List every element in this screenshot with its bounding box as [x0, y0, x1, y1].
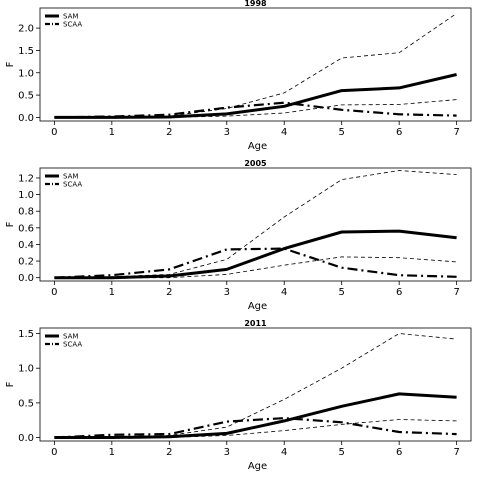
x-tick-label: 2	[166, 127, 172, 138]
plot-frame	[39, 327, 472, 442]
interval-line-3	[54, 99, 457, 118]
x-tick-label: 5	[339, 127, 345, 138]
series-line-sam	[54, 73, 457, 119]
x-tick-label: 1	[109, 447, 115, 458]
x-tick-label: 3	[224, 287, 230, 298]
y-axis-label: F	[5, 61, 16, 67]
x-tick-label: 3	[224, 127, 230, 138]
y-tick-label: 1.0	[18, 190, 34, 201]
y-tick-label: 0.8	[18, 207, 34, 218]
y-tick-label: 1.2	[18, 173, 34, 184]
y-tick-label: 1.0	[18, 364, 34, 375]
y-tick-label: 0.0	[18, 273, 34, 284]
interval-line-2	[54, 333, 457, 438]
y-axis-label: F	[5, 381, 16, 387]
x-tick-label: 5	[339, 447, 345, 458]
interval-line-3	[54, 256, 457, 279]
x-axis-label: Age	[248, 461, 267, 472]
interval-line-2	[54, 13, 457, 118]
x-tick-label: 0	[51, 287, 57, 298]
y-tick-label: 0.0	[18, 433, 34, 444]
x-tick-label: 0	[51, 447, 57, 458]
plot-frame	[39, 7, 472, 122]
interval-line-2	[54, 170, 457, 279]
y-tick-label: 0.4	[18, 240, 34, 251]
series-line-scaa	[54, 417, 457, 439]
x-tick-label: 7	[453, 127, 459, 138]
legend-label: SAM	[63, 173, 78, 181]
y-tick-label: 0.5	[18, 398, 34, 409]
y-tick-label: 0.2	[18, 257, 34, 268]
x-tick-label: 3	[224, 447, 230, 458]
x-tick-label: 1	[109, 287, 115, 298]
legend-label: SCAA	[63, 341, 82, 349]
series-line-scaa	[54, 101, 457, 119]
y-tick-label: 0.6	[18, 223, 34, 234]
series-line-scaa	[54, 247, 457, 279]
panel-2005: 2005 0 1 2 3 4 5 6 7 0.0 0.2 0.4 0.6 0.8 1.0 1.2 Age F SAM…	[5, 159, 472, 312]
x-tick-label: 6	[396, 127, 402, 138]
interval-line-3	[54, 419, 457, 438]
y-tick-label: 2.0	[18, 24, 34, 35]
x-tick-label: 2	[166, 447, 172, 458]
y-tick-label: 1.5	[18, 329, 34, 340]
y-tick-label: 0.5	[18, 91, 34, 102]
x-tick-label: 2	[166, 287, 172, 298]
x-tick-label: 6	[396, 287, 402, 298]
x-tick-label: 4	[281, 127, 287, 138]
y-axis-label: F	[5, 221, 16, 227]
y-tick-label: 1.0	[18, 68, 34, 79]
x-tick-label: 1	[109, 127, 115, 138]
legend-label: SCAA	[63, 181, 82, 189]
legend-label: SAM	[63, 13, 78, 21]
y-tick-label: 1.5	[18, 46, 34, 57]
x-axis-label: Age	[248, 301, 267, 312]
x-tick-label: 6	[396, 447, 402, 458]
x-tick-label: 4	[281, 447, 287, 458]
legend-label: SAM	[63, 333, 78, 341]
panel-title: 1998	[244, 0, 267, 8]
x-tick-label: 7	[453, 447, 459, 458]
x-tick-label: 7	[453, 287, 459, 298]
y-tick-label: 0.0	[18, 113, 34, 124]
legend-label: SCAA	[63, 21, 82, 29]
panel-title: 2005	[244, 159, 267, 168]
x-tick-label: 4	[281, 287, 287, 298]
panel-title: 2011	[244, 319, 267, 328]
x-tick-label: 5	[339, 287, 345, 298]
x-axis-label: Age	[248, 141, 267, 152]
plot-frame	[39, 167, 472, 282]
x-tick-label: 0	[51, 127, 57, 138]
